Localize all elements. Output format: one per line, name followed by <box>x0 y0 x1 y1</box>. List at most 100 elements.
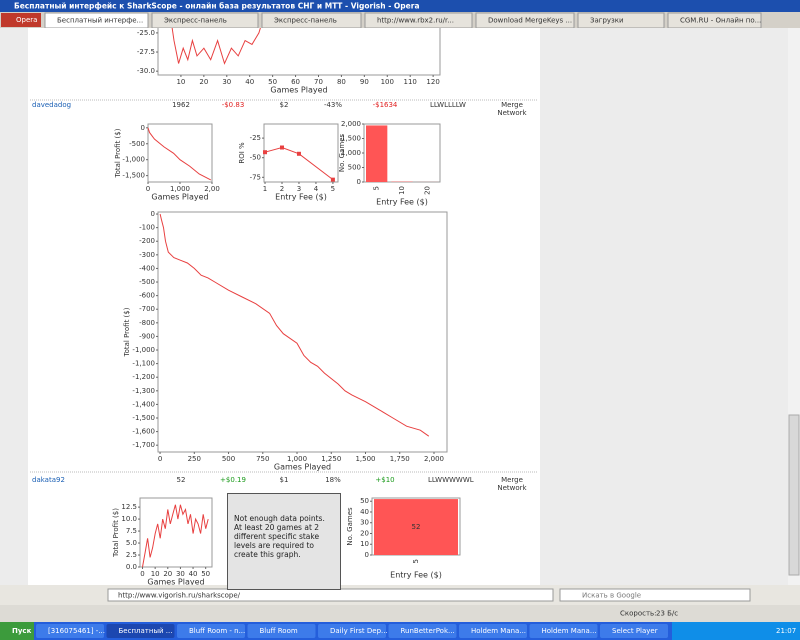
row-cell: 1962 <box>172 101 190 109</box>
x-tick-label: 70 <box>314 78 323 86</box>
x-tick-label: 500 <box>222 455 235 463</box>
tab-label: Загрузки <box>590 17 624 25</box>
y-tick-label: -27.5 <box>137 48 155 56</box>
task-label: [316075461] -... <box>48 627 105 635</box>
y-tick-label: -900 <box>139 332 155 340</box>
task-label: Bluff Room - n... <box>189 627 245 635</box>
x-tick-label: 0 <box>146 185 150 193</box>
y-tick-label: 2,000 <box>341 120 361 128</box>
y-axis-title: ROI % <box>238 142 246 164</box>
row-cell: -$0.83 <box>221 101 245 109</box>
x-tick-label: 50 <box>268 78 277 86</box>
y-tick-label: 1,500 <box>341 135 361 143</box>
tab-label: http://www.rbx2.ru/r... <box>377 17 454 25</box>
window-title: Бесплатный интерфейс к SharkScope - онла… <box>14 2 420 11</box>
y-tick-label: -500 <box>129 140 145 148</box>
search-field[interactable] <box>559 588 751 602</box>
y-tick-label: 30 <box>360 519 369 527</box>
y-tick-label: 20 <box>360 529 369 537</box>
row-cell: +$0.19 <box>220 476 246 484</box>
task-button[interactable] <box>247 624 316 638</box>
x-tick-label: 1,000 <box>170 185 190 193</box>
title-bar <box>0 0 800 12</box>
y-tick-label: 10 <box>360 540 369 548</box>
row-cell: LLWWWWWL <box>428 476 474 484</box>
y-tick-label: -1,500 <box>122 172 145 180</box>
x-tick-label: 1,250 <box>321 455 341 463</box>
x-axis-title: Games Played <box>151 193 208 202</box>
plot-area <box>157 28 441 76</box>
x-tick-label: 1,750 <box>390 455 410 463</box>
y-tick-label: 0.0 <box>126 563 137 571</box>
row-cell: LLWLLLLW <box>430 101 466 109</box>
row-cell: $2 <box>279 101 289 109</box>
x-tick-label: 250 <box>188 455 201 463</box>
point <box>279 145 284 150</box>
bar-value-label: 52 <box>412 523 421 531</box>
plot-area <box>147 123 213 183</box>
x-tick-label: 2,00 <box>204 185 220 193</box>
row-cell: -$1634 <box>372 101 398 109</box>
y-tick-label: -30.0 <box>137 67 155 75</box>
profit-line <box>171 28 261 65</box>
x-tick-label: 100 <box>381 78 394 86</box>
x-tick-label: 3 <box>297 185 301 193</box>
y-tick-label: -100 <box>139 224 155 232</box>
y-tick-label: 500 <box>348 164 361 172</box>
y-tick-label: -200 <box>139 237 155 245</box>
task-button[interactable] <box>388 624 457 638</box>
start-button[interactable] <box>0 622 34 640</box>
clock: 21:07 <box>776 627 796 635</box>
y-tick-label: -300 <box>139 251 155 259</box>
menu-button-label: Opera <box>16 16 37 24</box>
task-button[interactable] <box>106 624 175 638</box>
task-button[interactable] <box>529 624 598 638</box>
task-button[interactable] <box>318 624 386 638</box>
y-tick-label: -400 <box>139 264 155 272</box>
task-button[interactable] <box>177 624 245 638</box>
x-tick-label: 750 <box>256 455 269 463</box>
point <box>296 151 301 156</box>
url: http://www.vigorish.ru/sharkscope/ <box>118 592 241 600</box>
start-label: Пуск <box>12 627 32 635</box>
scroll-thumb[interactable] <box>788 414 800 576</box>
point <box>263 150 268 155</box>
profit-line <box>264 146 334 180</box>
bar <box>374 499 458 555</box>
x-tick-label: 10 <box>398 186 406 195</box>
x-tick-label: 20 <box>163 570 172 578</box>
y-tick-label: -600 <box>139 292 155 300</box>
task-button[interactable] <box>36 624 104 638</box>
player-link[interactable]: davedadog <box>32 101 72 109</box>
x-tick-label: 30 <box>176 570 185 578</box>
y-tick-label: 0 <box>141 124 145 132</box>
x-tick-label: 10 <box>151 570 160 578</box>
task-label: Select Player <box>612 627 658 635</box>
no-data-message: Not enough data points. At least 20 game… <box>227 493 341 590</box>
x-tick-label: 2 <box>280 185 284 193</box>
tab-label: Бесплатный интерфе... <box>57 17 143 25</box>
tab-label: Экспресс-панель <box>274 17 337 25</box>
task-button[interactable] <box>600 624 668 638</box>
y-tick-label: 7.5 <box>126 527 137 535</box>
x-axis-title: Games Played <box>147 578 204 587</box>
x-tick-label: 0 <box>140 570 144 578</box>
x-tick-label: 110 <box>404 78 417 86</box>
x-tick-label: 1 <box>263 185 267 193</box>
task-button[interactable] <box>459 624 527 638</box>
search-placeholder: Искать в Google <box>582 592 641 600</box>
player-link[interactable]: dakata92 <box>32 476 65 484</box>
y-tick-label: -1,600 <box>132 428 155 436</box>
status-bar <box>0 605 800 622</box>
menu-button[interactable] <box>1 13 41 27</box>
task-label: Holdem Mana... <box>471 627 526 635</box>
y-tick-label: 2.5 <box>126 551 137 559</box>
y-tick-label: -1,700 <box>132 441 155 449</box>
y-tick-label: -700 <box>139 305 155 313</box>
profit-line <box>159 213 430 437</box>
y-tick-label: -1,400 <box>132 400 155 408</box>
x-tick-label: 5 <box>373 186 381 190</box>
y-tick-label: 5.0 <box>126 539 137 547</box>
